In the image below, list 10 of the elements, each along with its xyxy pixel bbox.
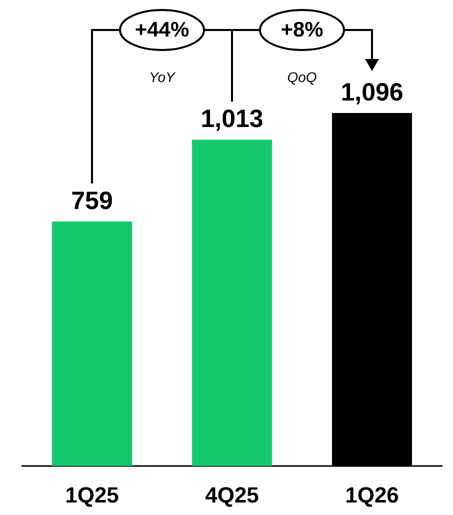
- data-label: 1,096: [340, 78, 404, 106]
- x-tick-label: 1Q26: [345, 482, 399, 508]
- data-label: 1,013: [200, 105, 264, 134]
- x-tick-label: 4Q25: [205, 482, 259, 508]
- text: +8%: [280, 18, 324, 42]
- x-tick-label: 1Q25: [65, 482, 119, 508]
- data-label: 759: [71, 187, 113, 216]
- text: +44%: [134, 18, 190, 42]
- text: QoQ: [287, 69, 317, 85]
- text: YoY: [149, 69, 176, 85]
